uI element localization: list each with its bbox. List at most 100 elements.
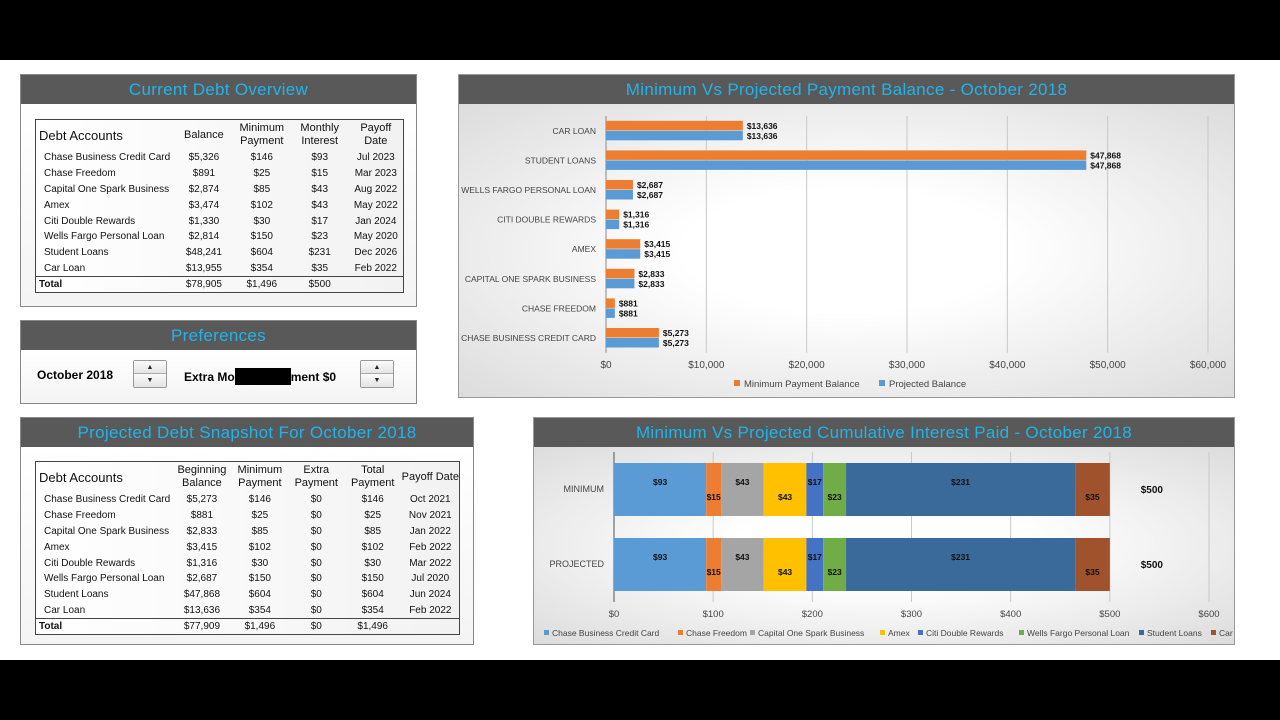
legend-entry: Amex — [888, 628, 910, 638]
data-label: $43 — [778, 492, 792, 502]
data-label: $2,687 — [637, 190, 663, 200]
redaction-block — [234, 368, 291, 385]
data-label: $17 — [808, 477, 822, 487]
data-label: $2,833 — [638, 279, 664, 289]
total-cell: $77,909 — [172, 617, 231, 635]
down-arrow-icon[interactable]: ▼ — [134, 374, 166, 387]
x-tick-label: $300 — [901, 609, 922, 620]
total-cell: $500 — [290, 275, 349, 293]
panel-title: Preferences — [21, 321, 416, 350]
data-label: $5,273 — [663, 338, 689, 348]
table-cell: $25 — [253, 168, 271, 180]
table-cell: Jan 2022 — [409, 525, 451, 537]
data-label: $15 — [707, 567, 721, 577]
x-tick-label: $40,000 — [989, 360, 1026, 371]
table-cell: $0 — [310, 541, 322, 553]
table-cell: $150 — [248, 573, 271, 585]
x-tick-label: $200 — [802, 609, 823, 620]
data-label: $43 — [735, 552, 749, 562]
legend-swatch — [879, 380, 885, 386]
bar-segment — [763, 538, 807, 591]
table-cell: $3,415 — [186, 541, 218, 553]
table-row: Chase Business Credit Card $5,326 $146 $93 J… — [36, 150, 404, 166]
data-label: $13,636 — [747, 121, 778, 131]
table-cell: Dec 2026 — [354, 247, 398, 259]
total-cell: $1,496 — [232, 275, 291, 293]
table-cell: $354 — [361, 604, 384, 616]
bar — [606, 328, 659, 338]
table-cell: $85 — [253, 183, 271, 195]
chart-title: Minimum Vs Projected Cumulative Interest… — [534, 418, 1234, 447]
total-row: Total $77,909 $1,496 $0 $1,496 — [35, 617, 460, 635]
up-arrow-icon[interactable]: ▲ — [134, 361, 166, 374]
table-cell: Jul 2023 — [356, 152, 395, 164]
category-label: CITI DOUBLE REWARDS — [497, 215, 596, 225]
table-row: Car Loan $13,955 $354 $35 Feb 2022 — [36, 261, 404, 277]
table-cell: $891 — [192, 168, 216, 180]
table-cell: $150 — [250, 231, 273, 243]
panel-title: Current Debt Overview — [21, 75, 416, 104]
x-tick-label: $500 — [1099, 609, 1120, 620]
legend-entry: Capital One Spark Business — [758, 628, 864, 638]
category-label: STUDENT LOANS — [525, 155, 596, 165]
table-cell: $0 — [310, 557, 322, 569]
column-header: Payoff Date — [401, 470, 459, 483]
table-cell: Mar 2022 — [409, 557, 452, 569]
total-cell: $78,905 — [174, 275, 233, 293]
table-cell: Car Loan — [44, 604, 86, 616]
legend-entry: Student Loans — [1147, 628, 1202, 638]
table-cell: $30 — [364, 557, 382, 569]
legend-swatch — [880, 630, 885, 635]
extra-payment-spinner[interactable]: ▲ ▼ — [360, 360, 394, 388]
bar — [606, 150, 1087, 160]
bar-segment — [806, 463, 824, 516]
data-label: $47,868 — [1090, 150, 1121, 160]
legend-entry: Wells Fargo Personal Loan — [1027, 628, 1130, 638]
bar — [606, 268, 635, 279]
table-cell: $30 — [251, 557, 269, 569]
header-row: Debt Accounts Beginning Balance Minimum Pa… — [36, 462, 460, 493]
data-label: $23 — [828, 492, 842, 502]
up-arrow-icon[interactable]: ▲ — [361, 361, 393, 374]
total-cell: $1,496 — [343, 617, 402, 635]
table-cell: Student Loans — [44, 589, 109, 601]
column-header: Extra Payment — [294, 464, 338, 489]
table-cell: $3,474 — [188, 199, 220, 211]
bar-segment — [614, 538, 707, 591]
total-cell: Total — [35, 617, 173, 635]
table-cell: $0 — [310, 589, 322, 601]
total-row: Total $78,905 $1,496 $500 — [35, 275, 404, 293]
table-row: Car Loan $13,636 $354 $0 $354 Feb 2022 — [36, 603, 460, 619]
bar-segment — [706, 538, 722, 591]
x-tick-label: $0 — [600, 360, 612, 371]
data-label: $2,687 — [637, 180, 663, 190]
table-row: Amex $3,474 $102 $43 May 2022 — [36, 197, 404, 213]
legend-swatch — [734, 380, 740, 386]
table-cell: Amex — [44, 199, 70, 211]
table-cell: May 2020 — [353, 231, 398, 243]
table-cell: Amex — [44, 541, 70, 553]
data-label: $43 — [735, 477, 749, 487]
table-cell: Student Loans — [44, 247, 109, 259]
bar-segment — [763, 463, 807, 516]
data-label: $93 — [653, 552, 667, 562]
table-cell: Chase Freedom — [44, 510, 116, 522]
table-cell: $354 — [248, 604, 271, 616]
bar — [606, 209, 620, 220]
month-spinner[interactable]: ▲ ▼ — [133, 360, 167, 388]
bar-segment — [823, 463, 847, 516]
snapshot-table: Debt Accounts Beginning Balance Minimum Pa… — [35, 461, 460, 635]
table-cell: Citi Double Rewards — [44, 215, 136, 227]
total-cell: Total — [35, 275, 175, 293]
column-header: Total Payment — [350, 464, 395, 489]
table-cell: Jul 2020 — [411, 573, 450, 585]
bar — [606, 298, 615, 308]
x-tick-label: $20,000 — [789, 360, 826, 371]
down-arrow-icon[interactable]: ▼ — [361, 374, 393, 387]
table-row: Student Loans $47,868 $604 $0 $604 Jun 2024 — [36, 587, 460, 603]
x-tick-label: $100 — [703, 609, 724, 620]
table-cell: $85 — [251, 525, 269, 537]
data-label: $2,833 — [638, 269, 664, 279]
column-header: Payoff Date — [360, 122, 392, 147]
table-cell: Chase Business Credit Card — [44, 152, 171, 164]
